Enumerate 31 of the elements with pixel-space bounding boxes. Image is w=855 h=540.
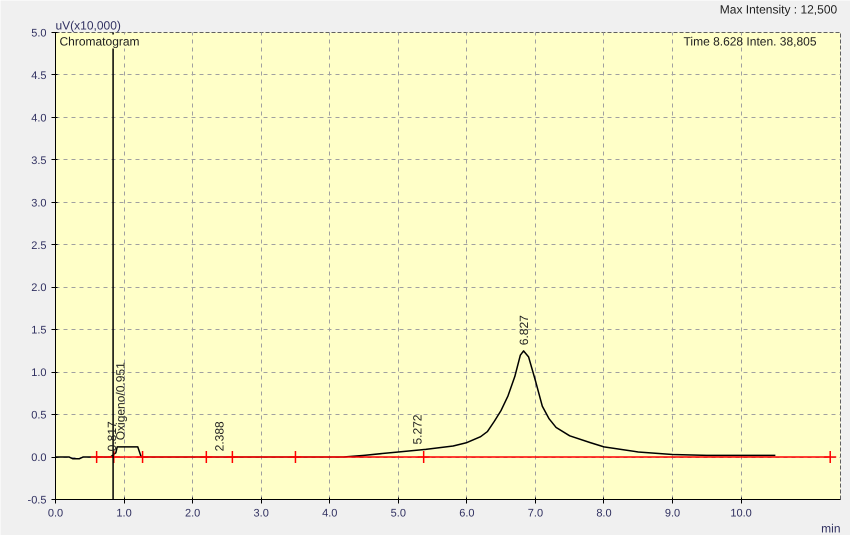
y-tick-label: 2.5 (31, 240, 47, 252)
x-tick-label: 1.0 (116, 508, 132, 520)
y-tick-label: 1.5 (31, 324, 47, 337)
y-tick-label: 4.0 (31, 112, 47, 124)
y-axis-title: uV(x10,000) (56, 18, 121, 32)
y-tick-label: 0.0 (31, 452, 47, 464)
y-tick-label: 1.0 (31, 367, 47, 380)
y-tick-label: 0.5 (31, 410, 47, 422)
x-tick-label: 3.0 (254, 508, 269, 520)
x-tick-label: 4.0 (322, 508, 338, 520)
x-tick-label: 10.0 (730, 508, 752, 520)
y-tick-label: -0.5 (28, 494, 47, 506)
x-tick-label: 6.0 (459, 508, 475, 520)
x-tick-label: 8.0 (596, 508, 612, 520)
annotation: Chromatogram (60, 34, 140, 48)
x-tick-label: 2.0 (184, 508, 200, 520)
annotation: Time 8.628 Inten. 38,805 (684, 34, 817, 48)
y-tick-label: 3.0 (31, 197, 47, 210)
x-tick-label: 9.0 (664, 508, 680, 520)
y-tick-label: 3.5 (31, 154, 47, 167)
y-tick-label: 5.0 (31, 28, 47, 40)
annotation: 6.827 (517, 314, 532, 346)
text: Max Intensity : 12,500 (720, 2, 838, 16)
annotation: 5.272 (410, 414, 424, 445)
annotation: 2.388 (212, 420, 227, 452)
x-tick-label: 5.0 (390, 508, 406, 520)
x-tick-label: 0.0 (48, 508, 64, 520)
x-axis-title: min (821, 522, 841, 536)
y-tick-label: 2.0 (31, 282, 47, 294)
x-tick-label: 7.0 (528, 508, 544, 520)
y-tick-label: 4.5 (31, 70, 47, 82)
